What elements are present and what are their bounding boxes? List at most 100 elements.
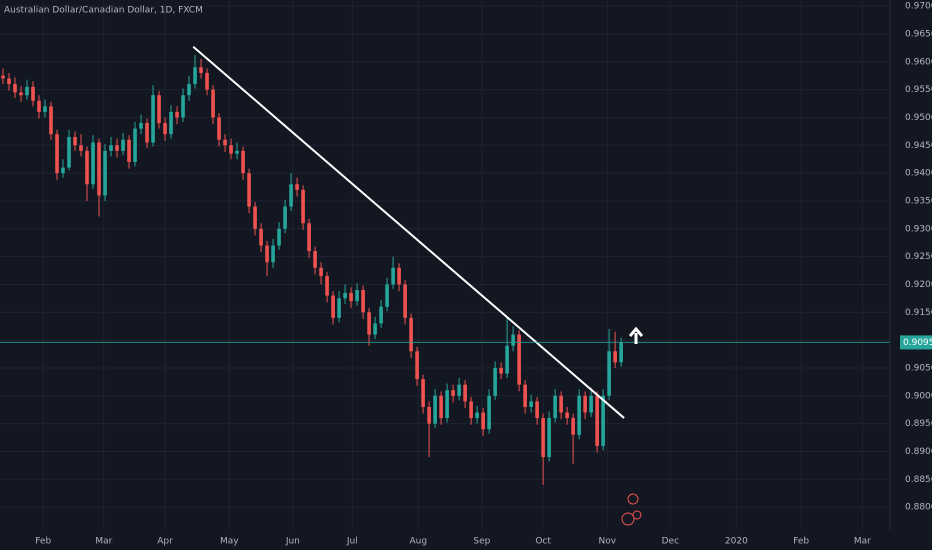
candle-body [163, 123, 167, 135]
candle-body [55, 134, 59, 174]
event-icon [632, 510, 642, 520]
candle-body [553, 395, 557, 419]
x-tick-label: Dec [662, 537, 679, 547]
candle-body [343, 292, 347, 299]
candle-body [49, 106, 53, 135]
candle-body [457, 384, 461, 396]
candle-body [115, 145, 119, 151]
candle-body [355, 290, 359, 302]
candle-body [157, 95, 161, 124]
candle-body [19, 92, 23, 96]
candle-body [145, 123, 149, 143]
candle-body [73, 136, 77, 146]
y-tick-label: 0.92500 [905, 252, 932, 262]
x-tick-label: Mar [95, 537, 112, 547]
y-tick-label: 0.95000 [905, 113, 932, 123]
candle-body [493, 367, 497, 396]
candle-body [31, 86, 35, 101]
y-tick-label: 0.97000 [905, 2, 932, 12]
candle-body [253, 206, 257, 229]
x-tick-label: Nov [599, 537, 617, 547]
x-tick-label: Jun [285, 537, 300, 547]
candle-body [463, 384, 467, 402]
candle-body [535, 401, 539, 419]
overlay [0, 46, 890, 419]
event-icons [621, 493, 642, 526]
candle-body [67, 136, 71, 168]
candle-body [577, 395, 581, 435]
candle-body [475, 412, 479, 419]
candle-body [127, 139, 131, 162]
y-tick-label: 0.93000 [905, 224, 932, 234]
y-tick-label: 0.93500 [905, 196, 932, 206]
candle-body [151, 95, 155, 143]
candle-body [205, 72, 209, 90]
candle-body [337, 298, 341, 318]
candle-body [265, 245, 269, 263]
candle-body [109, 145, 113, 151]
candle-body [403, 284, 407, 318]
candle-body [595, 395, 599, 446]
candle-body [301, 189, 305, 224]
y-tick-label: 0.90500 [905, 363, 932, 373]
candle-body [61, 167, 65, 174]
candle-body [25, 86, 29, 96]
candle-body [181, 95, 185, 118]
candle-body [511, 334, 515, 346]
candle-body [523, 384, 527, 407]
candle-body [397, 267, 401, 285]
y-tick-label: 0.88000 [905, 503, 932, 513]
candle-body [277, 228, 281, 246]
candle-body [193, 67, 197, 85]
candle-body [79, 145, 83, 151]
candle-body [409, 317, 413, 352]
candle-body [217, 117, 221, 140]
axes: 0.97000 0.96500 0.96000 0.95500 0.95000 0.945… [35, 2, 932, 547]
event-icon [627, 493, 639, 505]
candle-body [619, 342, 623, 363]
candle-body [307, 223, 311, 252]
candle-body [133, 128, 137, 162]
price-axis [890, 0, 932, 550]
last-price-box [900, 335, 932, 350]
candle-body [259, 228, 263, 246]
candle-body [385, 284, 389, 307]
candle-body [499, 367, 503, 374]
candle-body [169, 111, 173, 135]
y-tick-label: 0.89000 [905, 447, 932, 457]
candles [1, 55, 623, 485]
y-tick-label: 0.94500 [905, 141, 932, 151]
candle-body [451, 390, 455, 396]
candle-body [565, 412, 569, 419]
x-tick-label: Apr [157, 537, 173, 547]
candle-body [427, 406, 431, 424]
candle-body [211, 89, 215, 118]
candle-body [349, 292, 353, 302]
candle-body [103, 150, 107, 196]
candle-body [439, 395, 443, 419]
candle-body [487, 395, 491, 430]
candle-body [247, 173, 251, 207]
candle-body [97, 142, 101, 196]
candle-body [319, 267, 323, 277]
x-tick-label: Mar [854, 537, 871, 547]
candle-body [367, 312, 371, 335]
candle-body [43, 106, 47, 112]
candle-body [289, 184, 293, 207]
up-arrow-icon [628, 326, 644, 344]
candle-body [541, 418, 545, 458]
candle-body [121, 139, 125, 151]
candle-body [601, 395, 605, 446]
candle-body [421, 379, 425, 407]
x-tick-label: 2020 [725, 537, 748, 547]
candle-body [607, 351, 611, 396]
y-tick-label: 0.95500 [905, 85, 932, 95]
candle-body [295, 184, 299, 190]
candle-body [1, 75, 5, 79]
candle-body [91, 142, 95, 185]
candle-body [325, 276, 329, 296]
y-tick-label: 0.96000 [905, 57, 932, 67]
